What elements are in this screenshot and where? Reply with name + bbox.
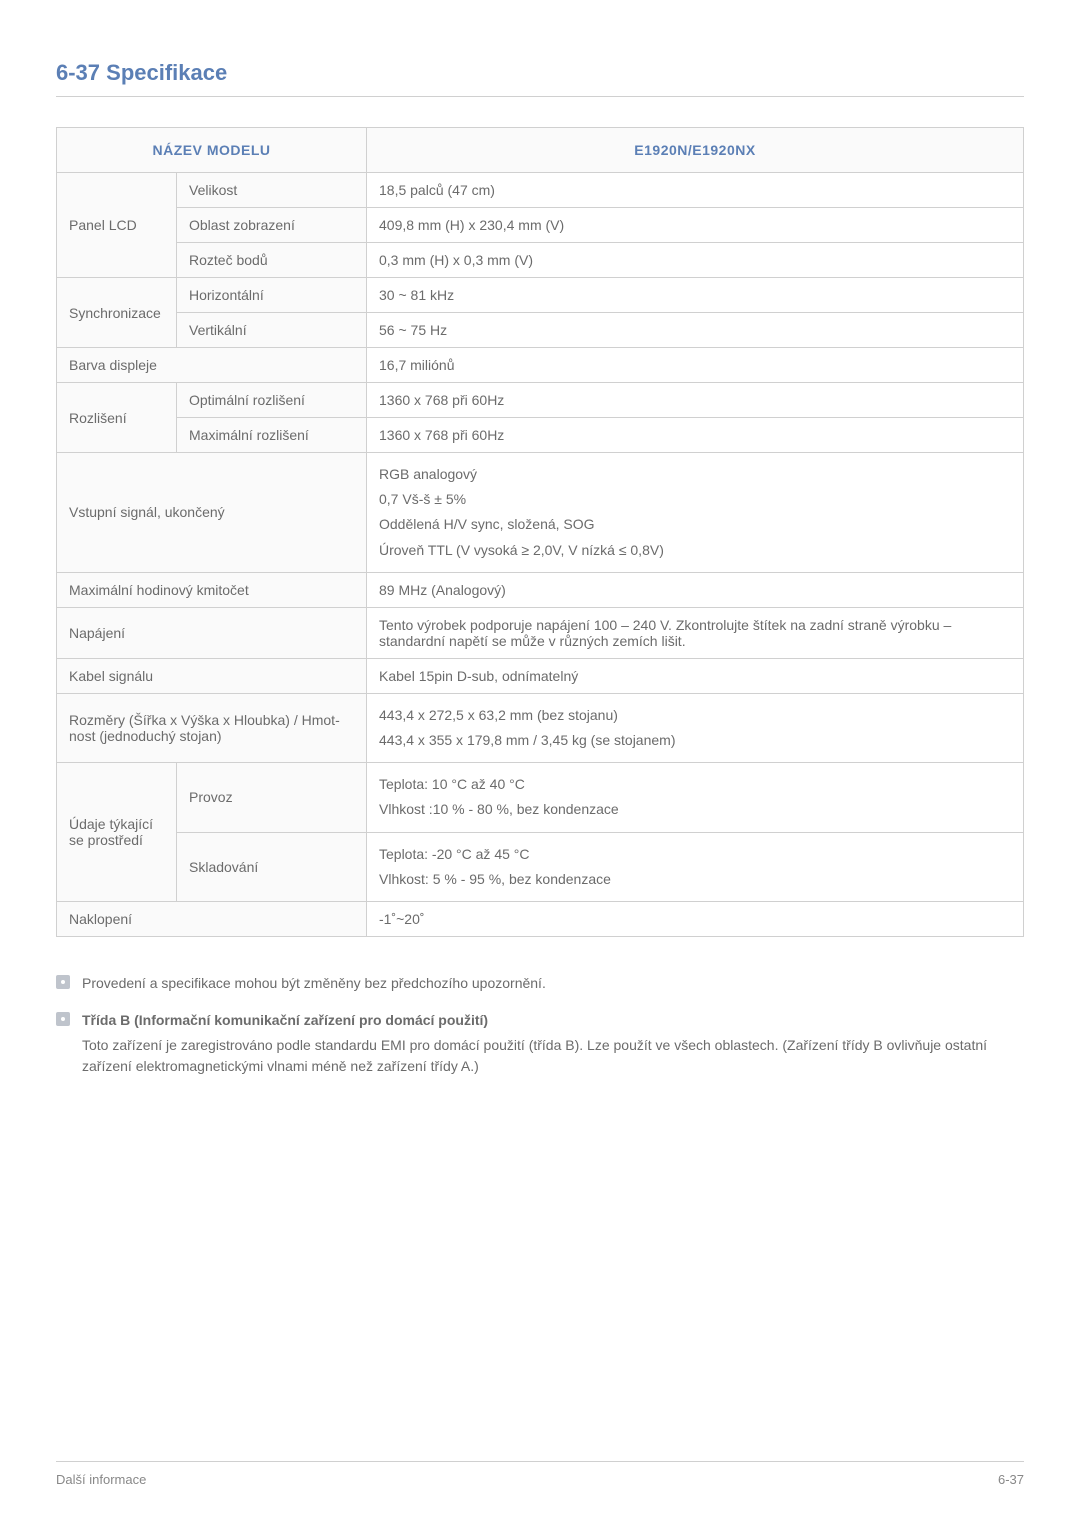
spec-value: Teplota: -20 °C až 45 °CVlhkost: 5 % - 9… xyxy=(367,832,1024,901)
spec-subcategory: Vertikální xyxy=(177,313,367,348)
spec-subcategory: Maximální rozlišení xyxy=(177,418,367,453)
spec-value: 1360 x 768 při 60Hz xyxy=(367,418,1024,453)
spec-value: 443,4 x 272,5 x 63,2 mm (bez stojanu)443… xyxy=(367,693,1024,762)
header-model-name: NÁZEV MODELU xyxy=(57,128,367,173)
spec-category: Vstupní signál, ukončený xyxy=(57,453,367,573)
spec-value: -1˚~20˚ xyxy=(367,901,1024,936)
spec-category: Údaje týkají­cí se prostře­dí xyxy=(57,763,177,902)
spec-value: 89 MHz (Analogový) xyxy=(367,572,1024,607)
spec-subcategory: Horizontální xyxy=(177,278,367,313)
spec-table: NÁZEV MODELU E1920N/E1920NX Panel LCDVel… xyxy=(56,127,1024,937)
note-text: Třída B (Informační komunikační zařízení… xyxy=(82,1010,1024,1077)
spec-value: 18,5 palců (47 cm) xyxy=(367,173,1024,208)
spec-category: Synchroni­zace xyxy=(57,278,177,348)
spec-subcategory: Rozteč bodů xyxy=(177,243,367,278)
spec-value: RGB analogový0,7 Vš-š ± 5%Oddělená H/V s… xyxy=(367,453,1024,573)
spec-category: Panel LCD xyxy=(57,173,177,278)
note-item: Třída B (Informační komunikační zařízení… xyxy=(56,1010,1024,1077)
spec-value: Tento výrobek podporuje napájení 100 – 2… xyxy=(367,607,1024,658)
note-title: Třída B (Informační komunikační zařízení… xyxy=(82,1010,1024,1031)
spec-value: Kabel 15pin D-sub, odnímatelný xyxy=(367,658,1024,693)
page-footer: Další informace 6-37 xyxy=(56,1461,1024,1487)
info-icon xyxy=(56,975,70,989)
page-heading: 6-37 Specifikace xyxy=(56,60,1024,97)
spec-subcategory: Optimální rozlišení xyxy=(177,383,367,418)
spec-category: Barva displeje xyxy=(57,348,367,383)
spec-value: Teplota: 10 °C až 40 °CVlhkost :10 % - 8… xyxy=(367,763,1024,832)
spec-subcategory: Skladování xyxy=(177,832,367,901)
spec-category: Kabel signálu xyxy=(57,658,367,693)
spec-value: 56 ~ 75 Hz xyxy=(367,313,1024,348)
footer-left: Další informace xyxy=(56,1472,146,1487)
spec-subcategory: Provoz xyxy=(177,763,367,832)
spec-category: Naklopení xyxy=(57,901,367,936)
footer-right: 6-37 xyxy=(998,1472,1024,1487)
spec-value: 409,8 mm (H) x 230,4 mm (V) xyxy=(367,208,1024,243)
header-model-value: E1920N/E1920NX xyxy=(367,128,1024,173)
note-text: Provedení a specifikace mohou být změněn… xyxy=(82,973,546,994)
info-icon xyxy=(56,1012,70,1026)
spec-category: Rozlišení xyxy=(57,383,177,453)
spec-category: Maximální hodinový kmitočet xyxy=(57,572,367,607)
spec-value: 0,3 mm (H) x 0,3 mm (V) xyxy=(367,243,1024,278)
spec-subcategory: Oblast zobrazení xyxy=(177,208,367,243)
spec-value: 16,7 miliónů xyxy=(367,348,1024,383)
spec-value: 30 ~ 81 kHz xyxy=(367,278,1024,313)
note-item: Provedení a specifikace mohou být změněn… xyxy=(56,973,1024,994)
notes-section: Provedení a specifikace mohou být změněn… xyxy=(56,973,1024,1077)
note-body: Toto zařízení je zaregistrováno podle st… xyxy=(82,1035,1024,1077)
spec-category: Rozměry (Šířka x Výška x Hloubka) / Hmot… xyxy=(57,693,367,762)
spec-value: 1360 x 768 při 60Hz xyxy=(367,383,1024,418)
spec-subcategory: Velikost xyxy=(177,173,367,208)
spec-category: Napájení xyxy=(57,607,367,658)
